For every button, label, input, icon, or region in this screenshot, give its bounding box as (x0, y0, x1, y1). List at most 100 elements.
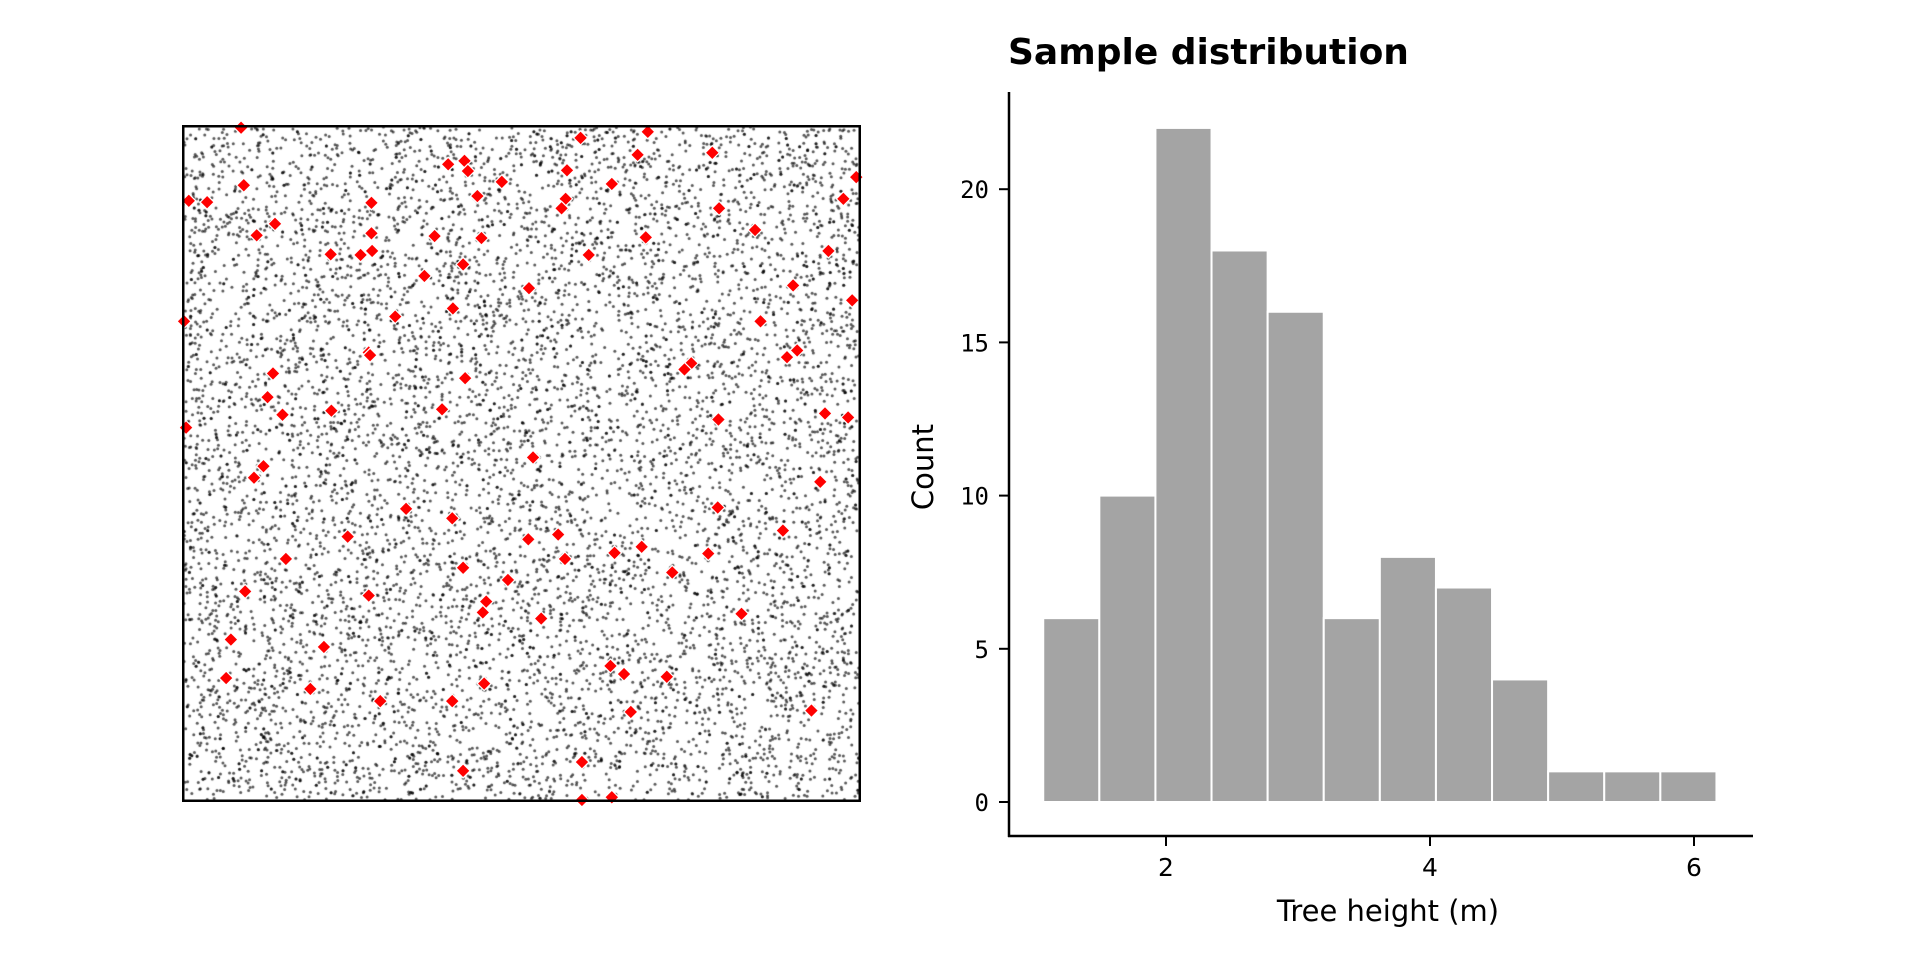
sample-marker (658, 668, 675, 685)
sample-marker (775, 522, 791, 539)
sample-marker (747, 222, 763, 238)
sample-marker (339, 528, 356, 545)
x-tick-label: 6 (1686, 853, 1702, 882)
sample-marker (733, 605, 750, 622)
sample-marker (817, 405, 833, 422)
sample-marker (364, 243, 380, 259)
sample-marker (372, 693, 389, 709)
sample-marker (223, 631, 239, 648)
x-tick-label: 2 (1158, 853, 1174, 882)
sample-marker (580, 247, 597, 263)
sample-marker (533, 610, 550, 627)
sample-marker (416, 268, 433, 284)
sample-marker (664, 564, 681, 581)
sample-marker (704, 144, 721, 161)
sample-marker (572, 130, 589, 146)
sample-marker (785, 277, 801, 294)
sample-marker (218, 670, 234, 686)
sample-marker (199, 194, 215, 211)
y-ticks: 0 5 10 15 20 (960, 176, 1009, 817)
histogram-bar (1154, 126, 1213, 804)
sample-marker (457, 370, 473, 387)
sample-marker (803, 702, 820, 719)
sample-marker (603, 176, 620, 192)
sample-marker (844, 292, 861, 309)
sample-marker (265, 365, 281, 382)
sample-marker (520, 531, 537, 548)
sample-marker (820, 243, 837, 259)
sample-marker (574, 754, 590, 770)
sample-marker (444, 510, 461, 527)
sample-marker (387, 308, 404, 325)
sample-marker (606, 545, 623, 561)
sample-marker (789, 342, 806, 359)
sample-marker (557, 551, 573, 567)
sample-marker (473, 230, 490, 246)
sample-marker (246, 469, 262, 486)
sample-marker (455, 763, 471, 779)
sample-marker (445, 300, 461, 317)
histogram-bar (1322, 617, 1381, 803)
sample-marker (779, 349, 795, 366)
sample-marker (248, 227, 265, 244)
sample-marker (352, 247, 369, 263)
sample-marker (302, 681, 319, 697)
y-tick-label: 20 (960, 176, 989, 204)
sample-marker (710, 411, 727, 428)
histogram-bar (1266, 310, 1325, 803)
sample-marker (274, 406, 291, 423)
histogram-bar (1659, 770, 1718, 803)
sample-marker (616, 666, 632, 682)
sample-marker (259, 389, 276, 406)
sample-marker (440, 156, 457, 173)
sample-marker (752, 313, 769, 330)
histogram-bar (1042, 617, 1101, 803)
sample-marker (476, 675, 493, 692)
sample-marker (637, 229, 654, 246)
sample-marker (633, 538, 650, 555)
y-tick-label: 0 (975, 789, 989, 817)
sample-marker (460, 163, 476, 179)
sample-marker (553, 200, 570, 217)
sample-marker (426, 228, 443, 244)
sample-marker (474, 604, 491, 621)
sample-marker (550, 526, 567, 543)
sample-marker (316, 639, 332, 655)
histogram-bars (1042, 126, 1718, 804)
sample-marker (278, 551, 294, 567)
sample-marker (362, 347, 378, 364)
x-ticks: 2 4 6 (1158, 836, 1702, 882)
sample-marker (323, 402, 340, 419)
x-tick-label: 4 (1422, 853, 1438, 882)
y-tick-label: 10 (960, 483, 989, 511)
x-axis-label: Tree height (m) (1276, 894, 1499, 928)
histogram-bar (1547, 770, 1606, 803)
sample-marker (322, 246, 339, 263)
sample-marker (521, 280, 537, 297)
histogram-bar (1378, 555, 1437, 803)
y-tick-label: 15 (960, 329, 989, 357)
sample-marker (525, 449, 541, 466)
histogram-bar (1491, 678, 1550, 803)
sample-marker (812, 473, 829, 490)
histogram-bar (1098, 494, 1157, 803)
sample-marker (360, 587, 377, 604)
scatter-panel (176, 119, 865, 808)
sample-marker (455, 559, 471, 576)
sample-marker (676, 361, 693, 378)
sample-marker (700, 545, 717, 562)
sample-marker (629, 146, 646, 163)
chart-title: Sample distribution (1008, 32, 1409, 73)
y-axis-label: Count (906, 424, 940, 510)
sample-marker (235, 177, 252, 194)
sample-marker (639, 123, 656, 140)
sample-marker (622, 704, 639, 720)
sample-marker (267, 215, 283, 232)
sample-marker (493, 174, 510, 190)
sample-marker (840, 409, 856, 426)
histogram-bar (1210, 249, 1269, 804)
sample-marker (711, 200, 727, 217)
sample-marker (559, 162, 575, 179)
sample-marker (500, 572, 516, 588)
